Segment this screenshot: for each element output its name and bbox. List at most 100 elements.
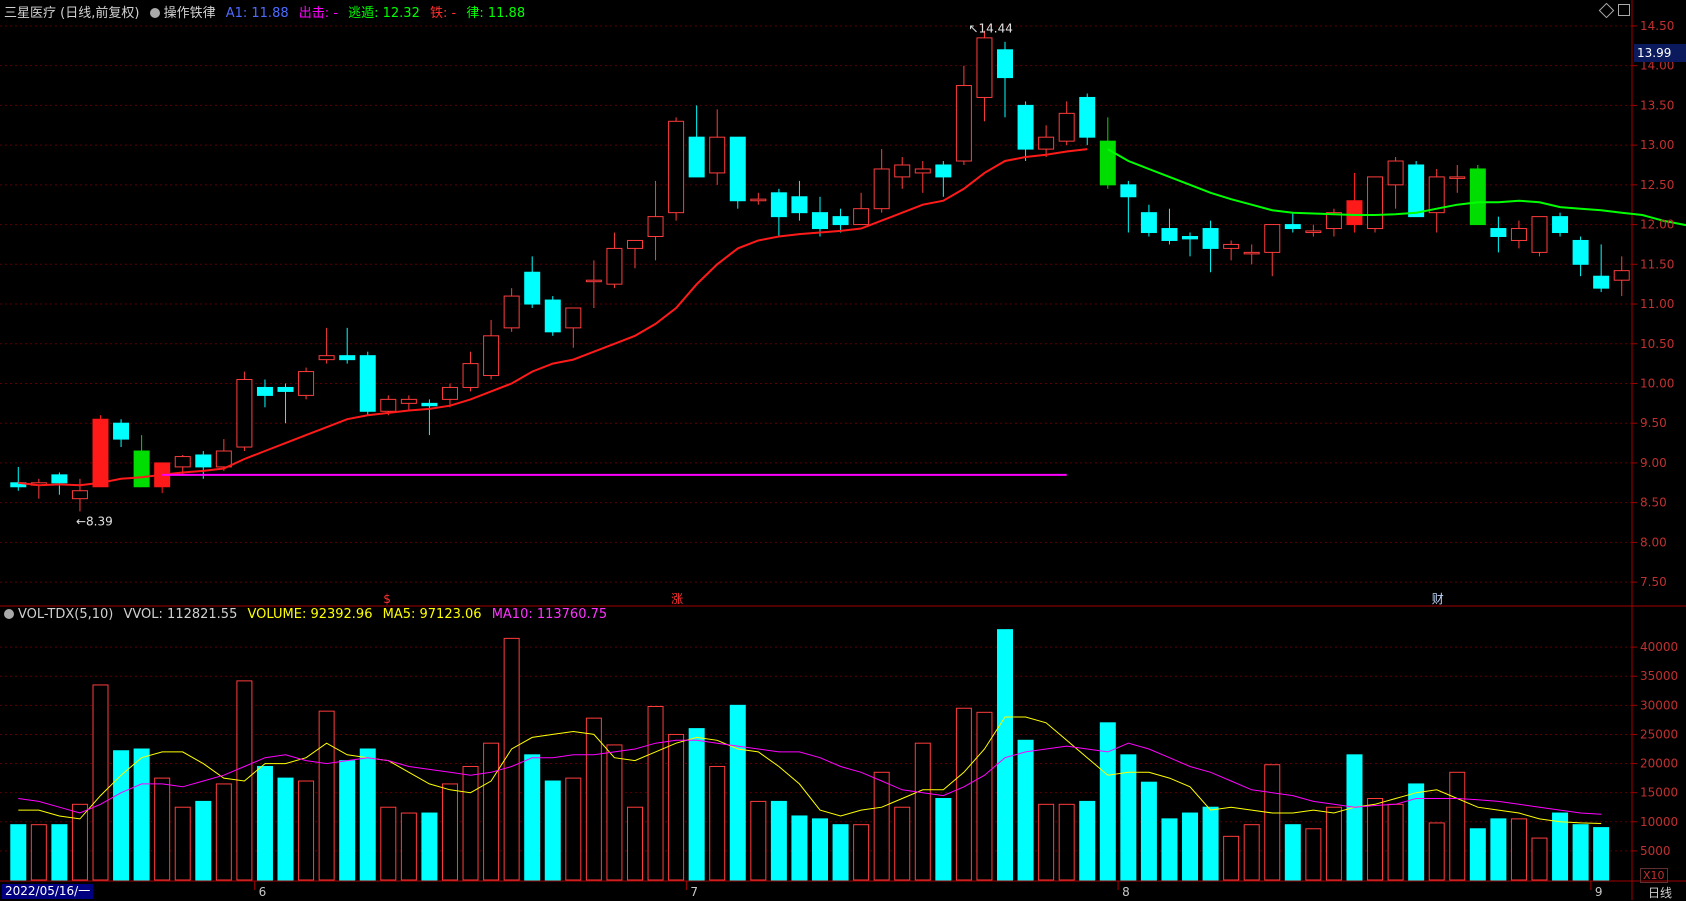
- volume-bar[interactable]: [421, 812, 438, 881]
- volume-bar[interactable]: [1552, 812, 1569, 881]
- volume-bar[interactable]: [1387, 803, 1404, 881]
- candle[interactable]: [215, 439, 232, 471]
- candle[interactable]: [668, 117, 685, 221]
- event-marker[interactable]: 涨: [671, 591, 683, 606]
- volume-bar[interactable]: [1428, 822, 1445, 881]
- volume-bar[interactable]: [626, 806, 643, 881]
- volume-bar[interactable]: [195, 800, 212, 881]
- candle[interactable]: [1120, 180, 1137, 233]
- volume-bar[interactable]: [606, 744, 623, 881]
- candle[interactable]: [606, 232, 623, 289]
- candle[interactable]: [544, 296, 561, 336]
- volume-bar[interactable]: [215, 783, 232, 881]
- candle[interactable]: [729, 136, 746, 209]
- candle[interactable]: [1428, 168, 1445, 233]
- candle[interactable]: [626, 239, 643, 269]
- volume-bar[interactable]: [113, 750, 130, 881]
- volume-bar[interactable]: [1572, 824, 1589, 881]
- candle[interactable]: [1202, 220, 1219, 273]
- candle[interactable]: [400, 395, 417, 412]
- volume-bar[interactable]: [935, 797, 952, 881]
- candle[interactable]: [750, 192, 767, 205]
- volume-bar[interactable]: [1593, 827, 1610, 881]
- volume-bar[interactable]: [1038, 803, 1055, 881]
- candle[interactable]: [1325, 208, 1342, 237]
- candle[interactable]: [1367, 176, 1384, 233]
- candle[interactable]: [1613, 256, 1630, 297]
- volume-bar[interactable]: [1182, 812, 1199, 881]
- candle[interactable]: [647, 180, 664, 261]
- volume-bar[interactable]: [1449, 771, 1466, 881]
- candle[interactable]: [256, 379, 273, 408]
- volume-bar[interactable]: [400, 812, 417, 881]
- volume-bar[interactable]: [359, 748, 376, 881]
- candle[interactable]: [1223, 240, 1240, 261]
- volume-bar[interactable]: [462, 765, 479, 881]
- volume-bar[interactable]: [1017, 739, 1034, 881]
- candle[interactable]: [791, 180, 808, 221]
- candle[interactable]: [298, 367, 315, 400]
- candle[interactable]: [853, 192, 870, 226]
- candle[interactable]: [318, 327, 335, 364]
- candle[interactable]: [1469, 164, 1486, 226]
- volume-bar[interactable]: [1284, 824, 1301, 881]
- candle[interactable]: [503, 288, 520, 332]
- candle[interactable]: [1531, 216, 1548, 257]
- candle[interactable]: [133, 435, 150, 488]
- candle[interactable]: [1017, 101, 1034, 162]
- volume-bar[interactable]: [1264, 764, 1281, 881]
- gear-icon[interactable]: [149, 8, 160, 18]
- volume-bar[interactable]: [585, 717, 602, 881]
- volume-bar[interactable]: [1140, 781, 1157, 881]
- volume-bar[interactable]: [873, 771, 890, 881]
- candle[interactable]: [277, 383, 294, 424]
- candle[interactable]: [997, 41, 1014, 118]
- candle[interactable]: [914, 161, 931, 193]
- volume-bar[interactable]: [483, 742, 500, 881]
- candle[interactable]: [565, 307, 582, 348]
- candle[interactable]: [1408, 161, 1425, 218]
- volume-bar[interactable]: [853, 824, 870, 881]
- volume-bar[interactable]: [318, 710, 335, 881]
- candle[interactable]: [236, 371, 253, 452]
- candle[interactable]: [955, 65, 972, 165]
- volume-bar[interactable]: [380, 806, 397, 881]
- candle[interactable]: [894, 157, 911, 189]
- candle[interactable]: [462, 351, 479, 392]
- volume-bar[interactable]: [1510, 818, 1527, 881]
- volume-bar[interactable]: [92, 684, 109, 881]
- volume-bar[interactable]: [1058, 803, 1075, 881]
- volume-bar[interactable]: [1490, 818, 1507, 881]
- candle[interactable]: [30, 478, 47, 499]
- volume-bar[interactable]: [1346, 754, 1363, 881]
- volume-bar[interactable]: [729, 704, 746, 881]
- volume-bar[interactable]: [894, 806, 911, 881]
- candle[interactable]: [1079, 93, 1096, 146]
- volume-bar[interactable]: [51, 824, 68, 881]
- volume-bar[interactable]: [1325, 806, 1342, 881]
- candle[interactable]: [174, 454, 191, 475]
- volume-bar[interactable]: [1202, 806, 1219, 881]
- candle[interactable]: [524, 256, 541, 308]
- candle[interactable]: [1243, 244, 1260, 265]
- candle[interactable]: [421, 399, 438, 436]
- volume-bar[interactable]: [1120, 754, 1137, 881]
- candle[interactable]: [1038, 125, 1055, 158]
- volume-bar[interactable]: [441, 783, 458, 881]
- volume-bar[interactable]: [647, 705, 664, 881]
- volume-bar[interactable]: [914, 742, 931, 881]
- event-marker[interactable]: $: [383, 592, 391, 606]
- candle[interactable]: [1182, 232, 1199, 257]
- candle[interactable]: [688, 105, 705, 178]
- volume-bar[interactable]: [1243, 824, 1260, 881]
- candle[interactable]: [359, 351, 376, 416]
- volume-bar[interactable]: [1223, 835, 1240, 881]
- volume-bar[interactable]: [503, 637, 520, 881]
- volume-bar[interactable]: [709, 765, 726, 881]
- candle[interactable]: [935, 161, 952, 197]
- volume-bar[interactable]: [976, 711, 993, 881]
- volume-bar[interactable]: [1408, 783, 1425, 881]
- volume-indicator-name[interactable]: VOL-TDX(5,10): [4, 607, 113, 622]
- volume-bar[interactable]: [1099, 722, 1116, 881]
